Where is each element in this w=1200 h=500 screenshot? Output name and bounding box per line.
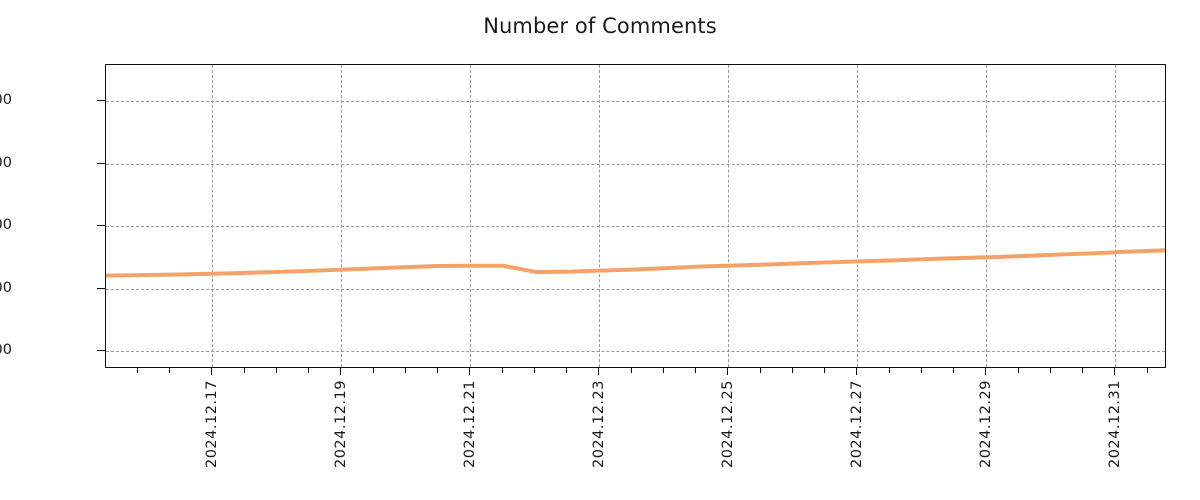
x-axis-minor-tick bbox=[437, 368, 438, 373]
gridline-horizontal bbox=[106, 163, 1165, 165]
x-axis-minor-tick bbox=[630, 368, 632, 373]
x-axis-tick-label: 2024.12.25 bbox=[720, 380, 736, 469]
gridline-vertical bbox=[341, 65, 342, 367]
gridline-vertical bbox=[986, 65, 987, 367]
gridline-vertical bbox=[470, 65, 471, 367]
x-axis-tick-label: 2024.12.19 bbox=[333, 380, 349, 469]
y-axis-tick-label: 23500000 bbox=[0, 154, 12, 171]
gridline-horizontal bbox=[106, 351, 1165, 352]
data-series-line bbox=[106, 248, 1165, 278]
gridline-vertical bbox=[599, 65, 600, 367]
y-axis-tick-mark bbox=[97, 350, 105, 351]
x-axis-minor-tick bbox=[137, 368, 138, 373]
x-axis-minor-tick bbox=[372, 368, 374, 373]
plot-area bbox=[105, 64, 1166, 368]
gridline-vertical bbox=[212, 65, 213, 367]
y-axis-tick-mark bbox=[97, 100, 105, 101]
x-axis-major-tick bbox=[340, 368, 341, 375]
x-axis-minor-tick bbox=[1146, 368, 1148, 373]
x-axis-minor-tick bbox=[243, 368, 245, 373]
x-axis-minor-tick bbox=[1050, 368, 1051, 373]
y-axis-tick-label: 22500000 bbox=[0, 279, 12, 296]
x-axis-major-tick bbox=[727, 368, 728, 375]
x-axis-tick-label: 2024.12.17 bbox=[204, 380, 220, 469]
gridline-horizontal bbox=[106, 288, 1165, 290]
x-axis-major-tick bbox=[1114, 368, 1115, 375]
y-axis-tick-label: 22000000 bbox=[0, 342, 12, 358]
x-axis-tick-label: 2024.12.27 bbox=[849, 380, 865, 469]
x-axis-minor-tick bbox=[759, 368, 761, 373]
x-axis-major-tick bbox=[985, 368, 986, 375]
x-axis-tick-label: 2024.12.21 bbox=[462, 380, 478, 469]
x-axis-minor-tick bbox=[695, 368, 696, 373]
y-axis-tick-mark bbox=[97, 162, 105, 164]
x-axis-minor-tick bbox=[534, 368, 535, 373]
x-axis-major-tick bbox=[856, 368, 857, 375]
x-axis-minor-tick bbox=[308, 368, 309, 373]
x-axis-minor-tick bbox=[1017, 368, 1019, 373]
x-axis-minor-tick bbox=[169, 368, 170, 373]
x-axis-major-tick bbox=[598, 368, 599, 375]
gridline-vertical bbox=[857, 65, 858, 367]
gridline-horizontal bbox=[106, 101, 1165, 102]
x-axis-minor-tick bbox=[888, 368, 890, 373]
y-axis-tick-mark bbox=[97, 225, 105, 226]
x-axis-tick-label: 2024.12.23 bbox=[591, 380, 607, 469]
x-axis-tick-label: 2024.12.29 bbox=[978, 380, 994, 469]
x-axis-minor-tick bbox=[663, 368, 664, 373]
page-title: Number of Comments bbox=[483, 14, 717, 38]
y-axis-tick-mark bbox=[97, 287, 105, 289]
x-axis-minor-tick bbox=[824, 368, 825, 373]
x-axis-minor-tick bbox=[405, 368, 406, 373]
x-axis-minor-tick bbox=[276, 368, 277, 373]
x-axis-tick-label: 2024.12.31 bbox=[1107, 380, 1123, 469]
gridline-horizontal bbox=[106, 226, 1165, 227]
gridline-vertical bbox=[1115, 65, 1116, 367]
y-axis-tick-label: 23000000 bbox=[0, 217, 12, 233]
x-axis-major-tick bbox=[211, 368, 212, 375]
y-axis-tick-label: 24000000 bbox=[0, 92, 12, 108]
x-axis-minor-tick bbox=[953, 368, 954, 373]
x-axis-major-tick bbox=[469, 368, 470, 375]
x-axis-minor-tick bbox=[921, 368, 922, 373]
x-axis-minor-tick bbox=[501, 368, 503, 373]
gridline-vertical bbox=[728, 65, 729, 367]
x-axis-minor-tick bbox=[1082, 368, 1083, 373]
x-axis-minor-tick bbox=[792, 368, 793, 373]
x-axis-minor-tick bbox=[566, 368, 567, 373]
